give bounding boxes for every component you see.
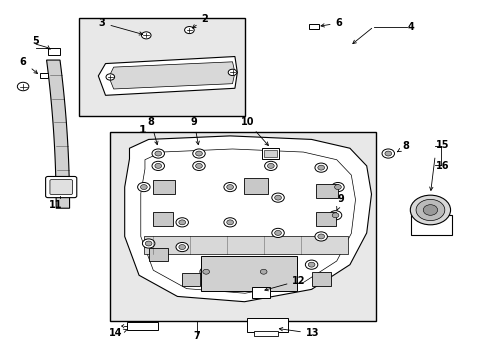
Circle shape [423,205,437,215]
Bar [246,318,287,332]
Text: 1: 1 [139,125,146,135]
Bar [40,73,48,78]
Bar [110,132,376,321]
Circle shape [179,244,185,249]
Bar [316,184,337,198]
Bar [127,322,158,330]
Circle shape [415,199,444,221]
Text: 10: 10 [240,117,268,145]
Bar [143,237,347,254]
Circle shape [195,151,202,156]
Circle shape [106,74,114,80]
Circle shape [331,213,338,218]
Bar [254,330,278,336]
Circle shape [226,185,233,189]
Circle shape [314,163,327,172]
Bar [182,274,200,286]
Circle shape [260,269,266,274]
Circle shape [192,149,205,158]
Circle shape [155,163,161,168]
Circle shape [192,161,205,171]
FancyBboxPatch shape [45,176,77,198]
Circle shape [140,185,147,189]
Bar [308,24,319,30]
Bar [251,287,269,298]
Bar [153,212,172,226]
Circle shape [141,32,151,39]
Circle shape [200,267,212,276]
Text: 6: 6 [320,18,342,28]
Circle shape [176,242,188,252]
Text: 4: 4 [407,22,413,32]
Bar [148,248,167,261]
Text: 9: 9 [190,117,199,145]
Circle shape [176,218,188,227]
Circle shape [17,82,29,91]
Bar [264,150,277,157]
Text: 13: 13 [279,328,319,338]
Circle shape [317,165,324,170]
Circle shape [195,163,202,168]
Circle shape [381,149,394,158]
Text: 5: 5 [33,36,40,46]
Polygon shape [98,57,237,95]
Circle shape [137,183,150,192]
Bar [316,212,335,226]
Text: 16: 16 [435,161,449,171]
Bar [153,180,175,194]
Circle shape [314,232,327,241]
Circle shape [305,260,317,269]
Circle shape [203,269,209,274]
Circle shape [328,211,341,220]
Circle shape [307,262,314,267]
Text: 12: 12 [264,275,305,291]
Circle shape [409,195,449,225]
Text: 2: 2 [192,14,208,28]
Circle shape [142,239,155,248]
Polygon shape [109,62,234,89]
Circle shape [334,185,341,189]
Circle shape [228,69,236,76]
Circle shape [274,195,281,200]
Text: 11: 11 [48,200,62,210]
Circle shape [152,161,164,171]
Circle shape [184,27,194,33]
Text: 14: 14 [108,328,127,338]
Circle shape [145,241,152,246]
Circle shape [224,218,236,227]
Circle shape [384,151,391,156]
Circle shape [271,228,284,238]
Circle shape [224,183,236,192]
Circle shape [155,151,161,156]
Bar [79,18,244,117]
Bar [414,209,426,215]
Circle shape [257,267,269,276]
Bar [311,273,330,286]
Circle shape [317,234,324,239]
Text: 8: 8 [397,141,408,152]
Text: 8: 8 [147,117,158,145]
Bar [262,148,279,159]
Circle shape [179,220,185,225]
Text: 9: 9 [336,194,344,210]
Bar [201,256,297,291]
Circle shape [271,193,284,202]
Circle shape [331,183,344,192]
Polygon shape [46,60,69,208]
Polygon shape [48,48,60,55]
Circle shape [274,230,281,235]
Text: 7: 7 [193,331,200,341]
Text: 3: 3 [99,18,142,35]
Bar [410,215,451,235]
Text: 15: 15 [435,140,449,150]
Circle shape [226,220,233,225]
Text: 6: 6 [20,57,26,67]
FancyBboxPatch shape [50,180,72,194]
Circle shape [267,163,274,168]
Bar [244,178,268,194]
Polygon shape [124,136,371,302]
Circle shape [152,149,164,158]
Circle shape [264,161,277,171]
